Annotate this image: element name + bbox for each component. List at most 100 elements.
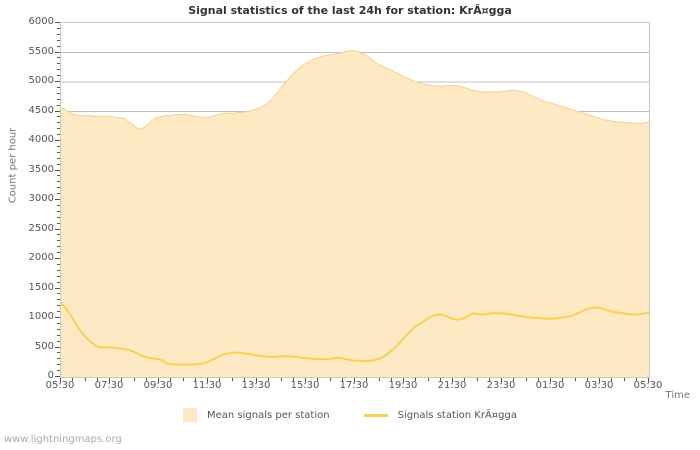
plot-area [60,22,650,378]
y-minor-tick-mark [57,269,60,271]
y-minor-tick-mark [57,246,60,248]
x-tick-label: 23:30 [486,380,516,391]
x-tick-mark [207,378,208,383]
y-tick-label: 5000 [28,75,54,86]
x-minor-tick-mark [292,378,294,381]
x-tick-label: 15:30 [290,380,320,391]
legend-label-station-signals: Signals station KrÃ¤gga [397,409,517,421]
x-tick-label: 11:30 [192,380,222,391]
y-minor-tick-mark [57,45,60,47]
x-minor-tick-mark [537,378,539,381]
x-minor-tick-mark [145,378,147,381]
y-tick-mark [55,169,60,171]
x-tick-mark [403,378,404,383]
y-tick-mark [55,376,60,377]
x-axis-title: Time [665,390,690,401]
x-tick-mark [354,378,355,383]
x-minor-tick-mark [525,378,527,381]
y-tick-mark [55,140,60,141]
y-tick-label: 4500 [28,104,54,116]
x-minor-tick-mark [488,378,490,381]
x-minor-tick-mark [317,378,319,381]
y-minor-tick-mark [57,352,60,354]
x-tick-mark [109,378,110,383]
y-minor-tick-mark [57,240,60,242]
y-minor-tick-mark [57,39,60,41]
legend-area-swatch-icon [182,408,197,422]
y-minor-tick-mark [57,134,60,136]
y-tick-label: 1000 [28,311,54,322]
y-minor-tick-mark [57,98,60,100]
x-minor-tick-mark [96,378,98,381]
y-minor-tick-mark [57,33,60,35]
legend-line-swatch-icon [363,413,388,417]
y-minor-tick-mark [57,92,60,94]
x-tick-mark [599,378,600,383]
y-minor-tick-mark [57,364,60,366]
y-minor-tick-mark [57,334,60,336]
x-minor-tick-mark [133,378,135,381]
x-tick-label: 21:30 [437,380,467,391]
y-tick-label: 1500 [28,281,54,293]
x-minor-tick-mark [586,378,588,381]
chart-legend: Mean signals per station Signals station… [0,408,700,422]
y-minor-tick-mark [57,275,60,277]
legend-item-mean-signals: Mean signals per station [182,408,330,422]
x-tick-mark [648,378,649,383]
x-minor-tick-mark [623,378,625,381]
series-area-outline [61,50,649,130]
y-minor-tick-mark [57,122,60,124]
x-minor-tick-mark [219,378,221,381]
y-minor-tick-mark [57,328,60,330]
y-minor-tick-mark [57,234,60,236]
y-minor-tick-mark [57,252,60,254]
y-minor-tick-mark [57,151,60,153]
x-minor-tick-mark [194,378,196,381]
y-tick-label: 6000 [28,16,54,27]
x-minor-tick-mark [170,378,172,381]
y-minor-tick-mark [57,145,60,147]
x-tick-label: 05:30 [633,380,663,391]
x-tick-label: 19:30 [388,380,418,391]
footer-credit: www.lightningmaps.org [4,434,122,445]
x-minor-tick-mark [268,378,270,381]
y-tick-label: 2500 [28,222,54,234]
x-tick-mark [550,378,551,383]
x-tick-label: 03:30 [584,380,614,391]
y-tick-mark [55,81,60,82]
series-area-mean-signals [61,50,649,377]
y-minor-tick-mark [57,181,60,183]
x-minor-tick-mark [415,378,417,381]
x-minor-tick-mark [464,378,466,381]
x-tick-label: 07:30 [94,380,124,391]
y-tick-label: 500 [34,340,54,352]
x-minor-tick-mark [182,378,184,381]
y-minor-tick-mark [57,175,60,177]
x-tick-label: 13:30 [241,380,271,391]
y-minor-tick-mark [57,311,60,313]
x-minor-tick-mark [243,378,245,381]
y-minor-tick-mark [57,370,60,372]
x-minor-tick-mark [439,378,441,381]
x-tick-mark [158,378,159,383]
y-minor-tick-mark [57,340,60,342]
x-minor-tick-mark [427,378,429,381]
y-tick-label: 5500 [28,45,54,57]
legend-item-station-signals: Signals station KrÃ¤gga [363,409,517,421]
x-tick-label: 17:30 [339,380,369,391]
x-tick-mark [60,378,61,383]
x-minor-tick-mark [121,378,123,381]
y-minor-tick-mark [57,322,60,324]
x-minor-tick-mark [341,378,343,381]
x-tick-mark [501,378,502,383]
x-minor-tick-mark [390,378,392,381]
y-tick-mark [55,287,60,289]
y-minor-tick-mark [57,187,60,189]
x-minor-tick-mark [513,378,515,381]
series-line-station-signals [61,302,649,366]
y-minor-tick-mark [57,27,60,29]
x-minor-tick-mark [84,378,86,381]
x-minor-tick-mark [329,378,331,381]
y-tick-label: 4000 [28,134,54,145]
